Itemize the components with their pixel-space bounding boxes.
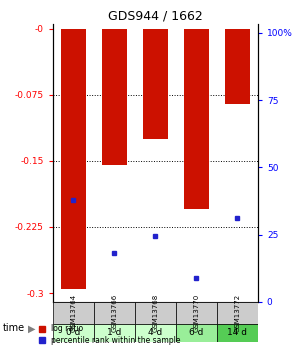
Bar: [135, 302, 176, 324]
Text: ▶: ▶: [28, 324, 35, 333]
Bar: [94, 302, 135, 324]
Text: GSM13772: GSM13772: [234, 294, 240, 332]
Text: GSM13768: GSM13768: [152, 294, 158, 332]
Text: time: time: [3, 324, 25, 333]
Legend: log ratio, percentile rank within the sample: log ratio, percentile rank within the sa…: [39, 324, 181, 345]
Bar: [143, 29, 168, 139]
Bar: [53, 324, 94, 342]
Bar: [176, 302, 217, 324]
Text: GSM13766: GSM13766: [111, 294, 117, 332]
Bar: [94, 324, 135, 342]
Bar: [217, 324, 258, 342]
Bar: [53, 302, 94, 324]
Text: 0 d: 0 d: [66, 328, 81, 337]
Bar: [61, 29, 86, 289]
Text: 14 d: 14 d: [227, 328, 247, 337]
Text: 1 d: 1 d: [107, 328, 122, 337]
Bar: [184, 29, 209, 209]
Bar: [102, 29, 127, 165]
Bar: [176, 324, 217, 342]
Bar: [217, 302, 258, 324]
Text: GSM13770: GSM13770: [193, 294, 199, 332]
Bar: [135, 324, 176, 342]
Text: 4 d: 4 d: [148, 328, 162, 337]
Bar: [225, 29, 250, 104]
Text: GSM13764: GSM13764: [70, 294, 76, 332]
Text: 6 d: 6 d: [189, 328, 204, 337]
Title: GDS944 / 1662: GDS944 / 1662: [108, 10, 203, 23]
